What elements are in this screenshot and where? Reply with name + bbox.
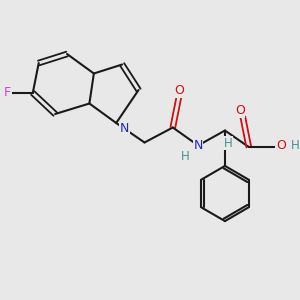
Text: O: O — [276, 139, 286, 152]
Text: H: H — [181, 150, 190, 164]
Text: O: O — [174, 84, 184, 98]
Text: H: H — [291, 139, 299, 152]
Text: O: O — [235, 104, 245, 117]
Text: F: F — [4, 86, 11, 100]
Text: H: H — [224, 136, 232, 150]
Text: N: N — [194, 139, 203, 152]
Text: N: N — [120, 122, 129, 135]
